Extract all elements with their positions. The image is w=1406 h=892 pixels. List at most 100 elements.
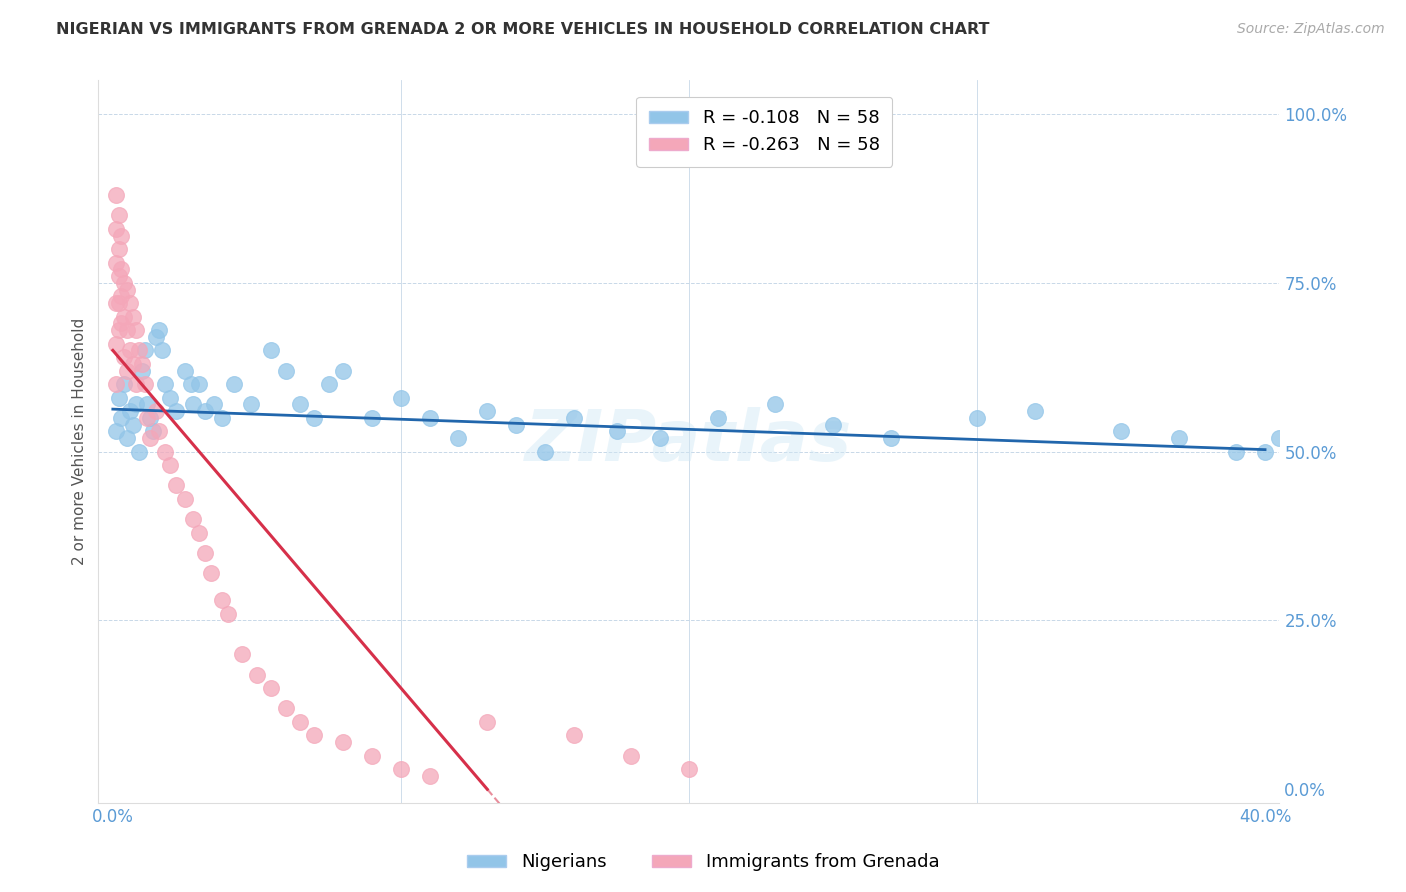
Point [139, 431, 162, 445]
Point [447, 431, 470, 445]
Point [112, 350, 135, 364]
Point [159, 391, 181, 405]
Point [142, 425, 165, 439]
Point [104, 296, 127, 310]
Point [477, 714, 499, 729]
Point [678, 762, 700, 776]
Point [534, 444, 557, 458]
Point [122, 357, 145, 371]
Point [260, 681, 283, 695]
Point [361, 411, 384, 425]
Point [107, 391, 129, 405]
Point [288, 397, 311, 411]
Point [361, 748, 384, 763]
Point [505, 417, 527, 432]
Point [104, 425, 127, 439]
Point [153, 377, 176, 392]
Point [104, 377, 127, 392]
Point [821, 417, 844, 432]
Y-axis label: 2 or more Vehicles in Household: 2 or more Vehicles in Household [72, 318, 87, 566]
Point [1024, 404, 1046, 418]
Point [173, 364, 195, 378]
Point [104, 255, 127, 269]
Point [188, 377, 211, 392]
Point [763, 397, 786, 411]
Point [562, 728, 585, 742]
Point [110, 228, 132, 243]
Point [125, 377, 148, 392]
Point [288, 714, 311, 729]
Point [173, 491, 195, 506]
Legend: R = -0.108   N = 58, R = -0.263   N = 58: R = -0.108 N = 58, R = -0.263 N = 58 [636, 96, 893, 167]
Point [1167, 431, 1189, 445]
Point [274, 701, 297, 715]
Point [136, 397, 159, 411]
Point [1282, 411, 1305, 425]
Point [180, 377, 202, 392]
Point [112, 276, 135, 290]
Point [188, 525, 211, 540]
Point [419, 769, 441, 783]
Point [159, 458, 181, 472]
Point [562, 411, 585, 425]
Point [1254, 444, 1277, 458]
Point [202, 397, 225, 411]
Point [125, 397, 148, 411]
Point [115, 431, 138, 445]
Point [128, 343, 150, 358]
Point [1268, 431, 1291, 445]
Point [107, 208, 129, 222]
Point [200, 566, 222, 581]
Point [240, 397, 263, 411]
Point [112, 377, 135, 392]
Point [419, 411, 441, 425]
Point [131, 357, 153, 371]
Point [332, 364, 354, 378]
Point [134, 377, 156, 392]
Point [1109, 425, 1132, 439]
Point [107, 242, 129, 256]
Point [145, 330, 167, 344]
Point [148, 425, 170, 439]
Point [104, 222, 127, 236]
Point [389, 391, 412, 405]
Point [148, 323, 170, 337]
Point [120, 404, 142, 418]
Point [183, 397, 205, 411]
Point [107, 296, 129, 310]
Point [115, 283, 138, 297]
Point [120, 296, 142, 310]
Point [318, 377, 340, 392]
Point [136, 411, 159, 425]
Text: ZIPatlas: ZIPatlas [526, 407, 852, 476]
Point [211, 593, 233, 607]
Point [115, 364, 138, 378]
Point [165, 478, 187, 492]
Point [274, 364, 297, 378]
Point [122, 310, 145, 324]
Point [134, 343, 156, 358]
Point [104, 188, 127, 202]
Point [217, 607, 239, 621]
Point [706, 411, 728, 425]
Point [966, 411, 988, 425]
Point [110, 262, 132, 277]
Point [125, 323, 148, 337]
Point [194, 404, 217, 418]
Point [153, 444, 176, 458]
Point [104, 336, 127, 351]
Point [183, 512, 205, 526]
Point [620, 748, 643, 763]
Legend: Nigerians, Immigrants from Grenada: Nigerians, Immigrants from Grenada [460, 847, 946, 879]
Point [120, 343, 142, 358]
Point [139, 411, 162, 425]
Point [260, 343, 283, 358]
Point [477, 404, 499, 418]
Point [606, 425, 628, 439]
Point [879, 431, 901, 445]
Point [650, 431, 672, 445]
Point [304, 728, 326, 742]
Point [222, 377, 245, 392]
Point [165, 404, 187, 418]
Point [194, 546, 217, 560]
